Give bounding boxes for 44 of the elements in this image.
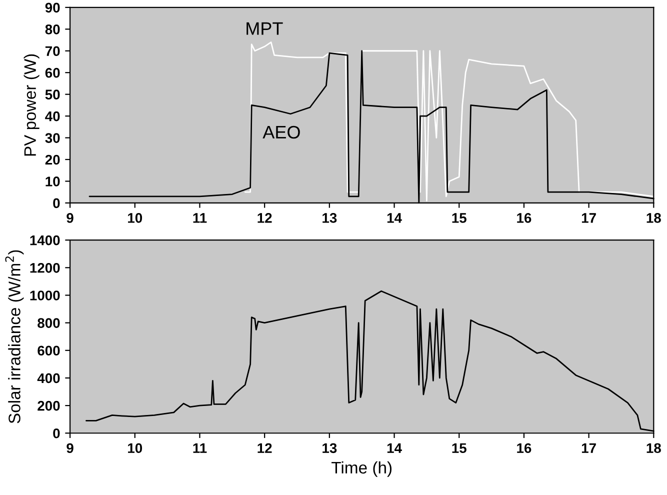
x-tick-label: 18 <box>646 443 661 454</box>
line-series <box>244 41 654 202</box>
x-tick-label: 12 <box>258 213 272 223</box>
x-axis-title: Time (h) <box>332 461 392 477</box>
x-tick-label: 11 <box>193 213 207 223</box>
y-tick-label: 400 <box>37 373 60 384</box>
y-tick-label: 40 <box>45 111 60 122</box>
x-tick-label: 14 <box>387 213 402 223</box>
y-tick-label: 80 <box>45 24 60 34</box>
x-tick-label: 9 <box>66 443 74 454</box>
x-tick-label: 9 <box>66 213 74 223</box>
x-tick-label: 15 <box>452 443 466 454</box>
y-tick-label: 10 <box>46 176 60 186</box>
y-tick-label: 30 <box>45 133 60 143</box>
y-tick-label: 800 <box>38 318 60 328</box>
x-tick-label: 14 <box>387 443 402 453</box>
x-tick-label: 10 <box>128 213 142 223</box>
series-label: AEO <box>262 126 300 139</box>
x-tick-label: 11 <box>193 443 207 453</box>
x-tick-label: 13 <box>322 443 337 454</box>
y-tick-label: 600 <box>38 346 60 356</box>
y-tick-label: 1000 <box>30 290 60 300</box>
x-tick-label: 18 <box>646 213 661 223</box>
x-tick-label: 10 <box>128 443 142 454</box>
y-tick-label: 90 <box>45 2 60 13</box>
y-tick-label: 60 <box>45 68 60 78</box>
y-tick-label: 1200 <box>30 262 60 273</box>
y-axis-title: Solar irradiance (W/m$^{2}$) <box>5 250 24 424</box>
x-tick-label: 17 <box>582 213 596 223</box>
x-tick-label: 13 <box>322 213 337 223</box>
x-tick-label: 16 <box>517 213 532 223</box>
x-tick-label: 17 <box>582 443 596 453</box>
y-tick-label: 0 <box>53 428 60 438</box>
y-tick-label: 200 <box>38 400 60 411</box>
y-tick-label: 1400 <box>30 235 60 246</box>
series-label: MPT <box>246 22 283 35</box>
y-axis-title: PV power (W) <box>24 54 40 156</box>
x-tick-label: 12 <box>258 443 272 453</box>
y-tick-label: 70 <box>45 46 60 56</box>
x-tick-label: 16 <box>517 443 532 454</box>
y-tick-label: 50 <box>45 90 60 100</box>
y-tick-label: 20 <box>45 154 60 165</box>
x-tick-label: 15 <box>452 213 466 223</box>
y-tick-label: 0 <box>53 198 60 208</box>
